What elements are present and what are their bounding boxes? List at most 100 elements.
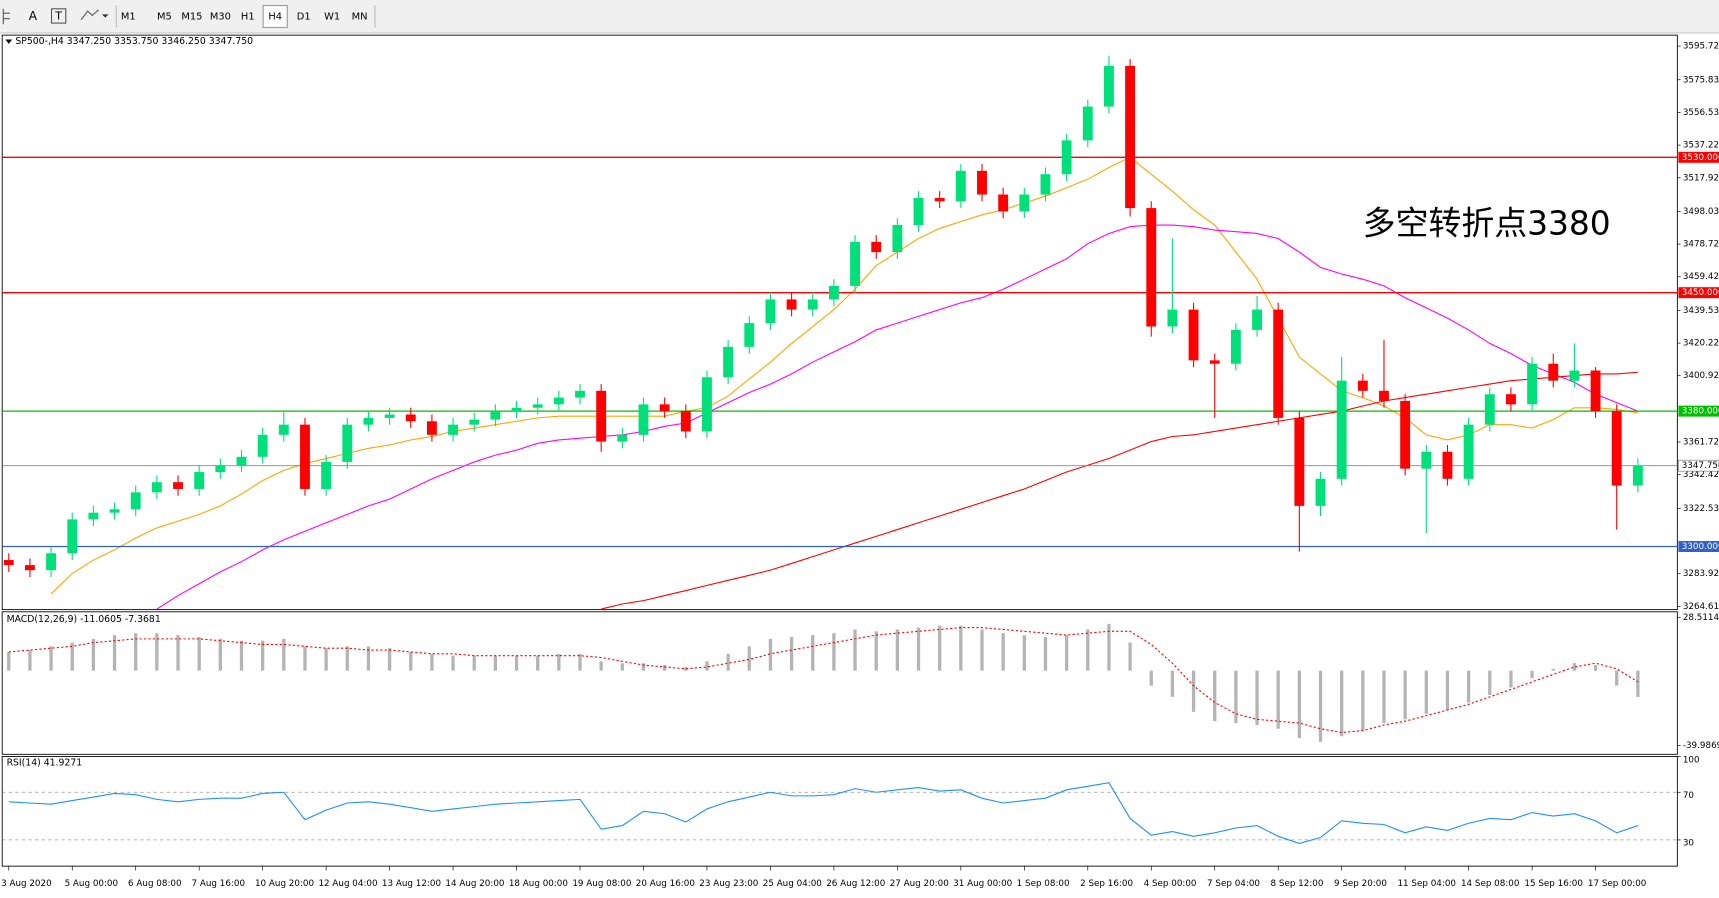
x-tick-label: 8 Sep 12:00	[1271, 879, 1324, 889]
candle-body	[490, 411, 501, 420]
candle-body	[1336, 380, 1347, 479]
y-tick-label: 3478.720	[1683, 240, 1719, 250]
candle-body	[1632, 465, 1643, 486]
y-tick-label: 3595.725	[1683, 42, 1719, 52]
macd-bar	[1001, 633, 1005, 671]
price-tag	[1678, 459, 1719, 472]
timeframe-button[interactable]: D1	[297, 12, 311, 23]
level-label: 3380.000	[1682, 407, 1719, 417]
macd-bar	[1382, 670, 1386, 724]
candle-body	[871, 241, 882, 253]
rsi-plot	[2, 782, 1678, 845]
macd-bar	[387, 648, 392, 671]
macd-bar	[536, 655, 540, 671]
macd-bar	[1064, 635, 1069, 671]
macd-bar	[70, 642, 74, 671]
candle-body	[786, 299, 797, 310]
label-tool[interactable]: T	[50, 8, 67, 24]
candle-body	[1294, 417, 1305, 506]
timeframe-button[interactable]: M1	[121, 12, 136, 23]
candle-body	[828, 285, 839, 300]
rsi-title: RSI(14) 41.9271	[7, 758, 83, 769]
candle-body	[130, 492, 141, 510]
candle-body	[1230, 329, 1241, 364]
timeframe-button[interactable]: W1	[324, 12, 340, 23]
macd-bar	[726, 653, 730, 671]
active-timeframe	[262, 4, 288, 29]
macd-bar	[959, 625, 963, 671]
macd-bar	[1086, 629, 1090, 671]
x-tick-label: 20 Aug 16:00	[636, 879, 695, 889]
macd-bar	[514, 655, 519, 671]
annotation: 多空转折点3380	[1363, 203, 1611, 242]
macd-bar	[409, 651, 413, 671]
rsi-line	[8, 782, 1639, 845]
y-tick-label: 3439.530	[1683, 306, 1719, 316]
candle-body	[617, 434, 628, 442]
x-tick-label: 3 Aug 2020	[1, 879, 52, 889]
cursor-icon[interactable]	[2, 8, 10, 25]
objects-tool[interactable]	[80, 9, 109, 21]
candle-body	[3, 560, 14, 566]
x-tick-label: 12 Aug 04:00	[318, 879, 377, 889]
macd-bar	[345, 646, 349, 671]
level-tag	[1678, 287, 1719, 299]
macd-bar	[1615, 670, 1619, 686]
axes: 3595.725 3575.835 3556.530 3537.225 3517.920…	[1, 42, 1719, 889]
macd-bar	[1466, 670, 1471, 703]
candle-body	[1527, 363, 1538, 405]
x-tick-label: 27 Aug 20:00	[890, 879, 949, 889]
candle-body	[469, 419, 480, 425]
timeframe-button[interactable]: M5	[157, 12, 172, 23]
macd-bar	[1318, 670, 1323, 742]
main-plot	[2, 55, 1678, 610]
y-tick-label: 3283.920	[1683, 569, 1719, 579]
candle-body	[1273, 309, 1284, 418]
macd-bar	[916, 627, 921, 671]
x-tick-label: 2 Sep 16:00	[1080, 879, 1133, 889]
candle-body	[1040, 174, 1051, 195]
x-tick-label: 6 Aug 08:00	[128, 879, 182, 889]
candle-body	[892, 224, 903, 253]
candle-body	[1125, 65, 1136, 209]
x-tick-label: 19 Aug 08:00	[572, 879, 631, 889]
toolbar: A T M1 M5 M15 M30 H1 H4 D1 W1 MN	[0, 0, 1719, 34]
candle-body	[1209, 360, 1220, 364]
macd-bar	[7, 651, 11, 671]
candle-body	[575, 390, 585, 398]
macd-bar	[895, 629, 900, 671]
timeframe-button[interactable]: M30	[210, 12, 231, 23]
rsi-panel	[1, 756, 1678, 867]
candle-body	[680, 411, 691, 432]
macd-bar	[1043, 636, 1048, 671]
candle-body	[300, 424, 310, 489]
macd-bar	[1340, 670, 1344, 737]
candle-body	[998, 194, 1009, 212]
macd-bar	[112, 635, 117, 671]
candle-body	[67, 519, 78, 554]
macd-bar	[980, 629, 984, 671]
text-tool[interactable]: A	[29, 9, 38, 23]
y-tick-label: -39.9869	[1683, 741, 1719, 751]
candle-body	[1357, 380, 1368, 391]
x-tick-label: 14 Aug 20:00	[445, 879, 504, 889]
y-tick-label: 3420.225	[1683, 339, 1719, 349]
y-tick-label: 3361.725	[1683, 438, 1719, 448]
timeframe-button[interactable]: H4	[268, 12, 282, 23]
macd-bar	[705, 661, 709, 671]
timeframe-button[interactable]: MN	[352, 12, 368, 23]
candle-body	[1252, 309, 1262, 330]
candle-body	[236, 456, 247, 466]
macd-bar	[557, 653, 561, 671]
candle-body	[1379, 390, 1389, 401]
candle-body	[1442, 451, 1453, 479]
y-tick-label: 3400.920	[1683, 371, 1719, 381]
timeframe-button[interactable]: M15	[181, 12, 202, 23]
macd-bar	[1551, 668, 1555, 671]
macd-bar	[1509, 670, 1513, 688]
candle-body	[1548, 363, 1559, 381]
timeframe-button[interactable]: H1	[241, 12, 255, 23]
macd-bar	[1593, 665, 1598, 671]
macd-bar	[1149, 670, 1153, 686]
candle-body	[321, 461, 332, 489]
